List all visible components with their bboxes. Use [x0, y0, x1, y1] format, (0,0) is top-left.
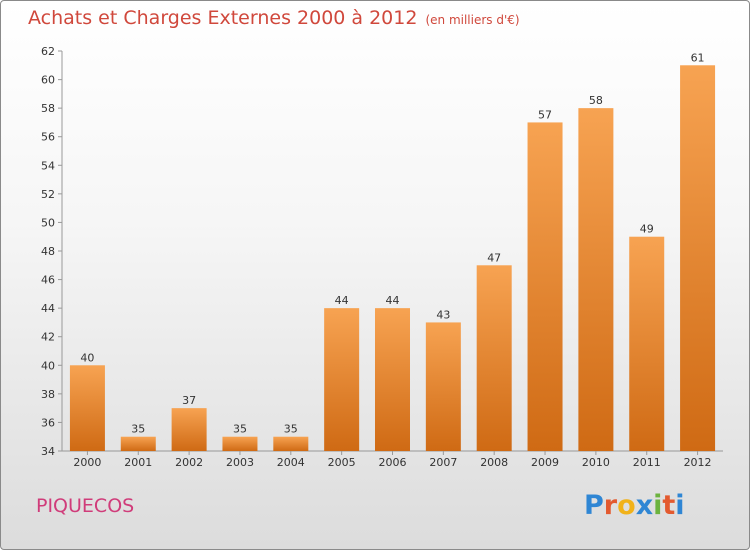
- logo-letter: P: [584, 490, 604, 521]
- title-unit: (en milliers d'€): [425, 13, 520, 27]
- logo-letter: r: [603, 490, 618, 521]
- logo-letter: i: [675, 490, 685, 521]
- x-tick-label: 2010: [582, 456, 610, 469]
- y-tick-label: 42: [41, 331, 55, 344]
- y-tick-label: 48: [41, 245, 55, 258]
- y-tick-label: 38: [41, 388, 55, 401]
- bar: [69, 365, 105, 451]
- bar-value-label: 35: [233, 423, 247, 436]
- x-tick-label: 2003: [226, 456, 254, 469]
- logo-letter: t: [662, 490, 676, 521]
- bar: [273, 436, 309, 451]
- y-tick-label: 60: [41, 74, 55, 87]
- bar: [375, 308, 410, 451]
- y-tick-label: 52: [41, 188, 55, 201]
- x-tick-label: 2009: [531, 456, 559, 469]
- bar-value-label: 61: [691, 51, 705, 64]
- bar: [476, 265, 512, 451]
- bar: [527, 122, 563, 451]
- y-tick-label: 62: [41, 45, 55, 58]
- bar-value-label: 40: [80, 351, 94, 364]
- logo-letter: i: [653, 490, 663, 521]
- x-tick-label: 2006: [379, 456, 407, 469]
- bar-value-label: 57: [538, 108, 552, 121]
- y-tick-label: 58: [41, 102, 55, 115]
- y-tick-label: 36: [41, 416, 55, 429]
- x-tick-label: 2008: [480, 456, 508, 469]
- logo-letter: x: [635, 490, 654, 521]
- bar: [222, 436, 258, 451]
- bar-value-label: 35: [284, 423, 298, 436]
- town-name: PIQUECOS: [36, 495, 135, 517]
- bar-value-label: 49: [640, 223, 654, 236]
- bar: [629, 236, 665, 451]
- bar: [680, 65, 716, 452]
- bar-value-label: 44: [386, 294, 400, 307]
- title-text: Achats et Charges Externes 2000 à 2012: [28, 7, 418, 29]
- x-tick-label: 2000: [73, 456, 101, 469]
- logo-letter: o: [617, 490, 636, 521]
- bar: [324, 308, 360, 451]
- x-tick-label: 2002: [175, 456, 203, 469]
- bar-value-label: 35: [131, 423, 145, 436]
- x-tick-label: 2005: [328, 456, 356, 469]
- bar-value-label: 37: [182, 394, 196, 407]
- bar-value-label: 58: [589, 94, 603, 107]
- y-tick-label: 56: [41, 131, 55, 144]
- x-tick-label: 2007: [429, 456, 457, 469]
- bar: [425, 322, 461, 451]
- x-tick-label: 2011: [633, 456, 661, 469]
- y-tick-label: 50: [41, 216, 55, 229]
- chart-title: Achats et Charges Externes 2000 à 2012 (e…: [28, 7, 520, 29]
- x-tick-label: 2012: [684, 456, 712, 469]
- y-tick-label: 40: [41, 359, 55, 372]
- y-tick-label: 54: [41, 159, 55, 172]
- bar-value-label: 47: [487, 251, 501, 264]
- y-tick-label: 46: [41, 274, 55, 287]
- x-tick-label: 2001: [124, 456, 152, 469]
- bar-value-label: 44: [335, 294, 349, 307]
- bar: [171, 408, 207, 451]
- x-tick-label: 2004: [277, 456, 305, 469]
- bar: [120, 436, 156, 451]
- bar-value-label: 43: [436, 308, 450, 321]
- proxiti-logo: Proxiti: [584, 490, 685, 521]
- bars-group: 40 35 37 35 35 44 44 43 47 57 58 49 61: [69, 51, 716, 452]
- y-tick-label: 44: [41, 302, 55, 315]
- bar: [578, 108, 614, 452]
- y-tick-label: 34: [41, 445, 55, 458]
